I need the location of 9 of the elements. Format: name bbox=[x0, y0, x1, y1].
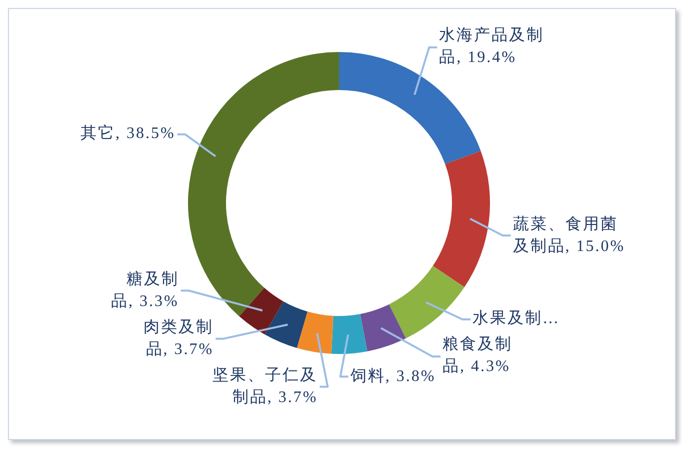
slice-label: 坚果、子仁及制品, 3.7% bbox=[212, 366, 318, 408]
slice-label: 糖及制品, 3.3% bbox=[110, 270, 179, 312]
slice-label: 水果及制… bbox=[472, 308, 561, 330]
slice-label: 粮食及制品, 4.3% bbox=[442, 334, 514, 378]
slice-label: 其它, 38.5% bbox=[79, 124, 176, 144]
slice-label: 饲料, 3.8% bbox=[350, 366, 437, 387]
slice-label: 水海产品及制品, 19.4% bbox=[439, 26, 546, 68]
slice-label: 肉类及制品, 3.7% bbox=[142, 318, 214, 360]
slice-label: 蔬菜、食用菌及制品, 15.0% bbox=[512, 214, 626, 256]
